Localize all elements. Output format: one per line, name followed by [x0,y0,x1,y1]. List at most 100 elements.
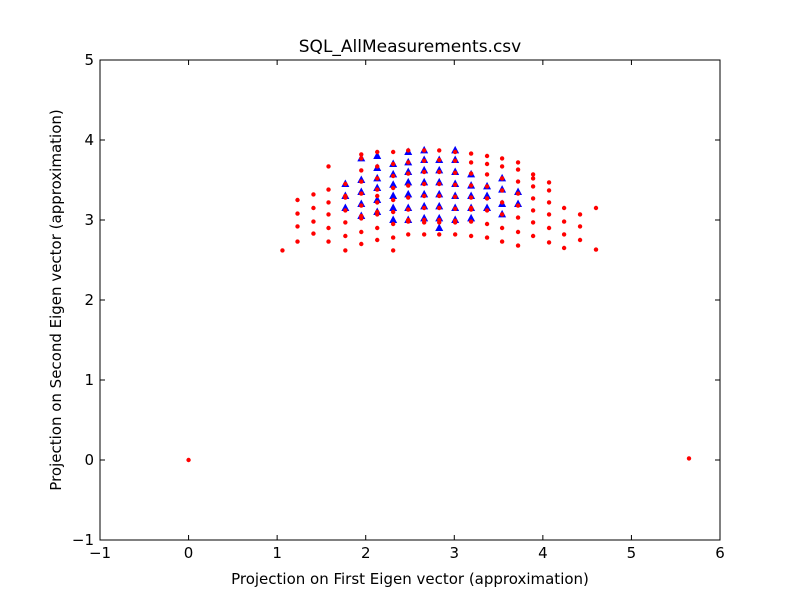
circle-point [390,209,396,215]
circle-point [515,160,521,165]
circle-point [561,219,567,224]
circle-point [359,168,364,173]
circle-point [468,151,474,156]
chart-title: SQL_AllMeasurements.csv [299,37,521,57]
circle-point [359,203,364,208]
circle-point [437,205,442,211]
triangle-point [341,203,350,211]
circle-point [359,179,364,184]
triangle-point [389,203,398,211]
triangle-point [404,177,413,186]
circle-point [499,239,505,244]
circle-point [390,161,396,167]
circle-point [406,195,411,200]
circle-point [561,232,567,237]
circle-point [484,196,490,201]
triangle-point [389,215,398,223]
circle-point [484,208,490,213]
circle-point [530,196,536,201]
circle-point [375,164,380,169]
circle-point [530,176,536,181]
circle-point [421,220,427,225]
circle-point [295,197,300,203]
circle-point [406,160,411,165]
circle-point [593,247,599,252]
circle-point [326,164,331,169]
circle-point [311,205,316,211]
triangle-point [467,213,476,222]
circle-point [406,217,411,223]
circle-point [499,164,505,169]
circle-point [375,225,380,231]
circle-point [515,203,521,208]
circle-point [468,233,474,239]
circle-point [280,248,285,253]
circle-point [295,224,300,229]
circle-point [546,212,552,217]
circle-point [375,187,380,192]
circle-point [484,221,490,227]
triangle-point [435,223,444,231]
circle-point [406,207,411,212]
circle-point [326,212,331,217]
circle-point [390,197,396,203]
circle-point [530,233,536,239]
y-tick-label: 1 [84,371,94,389]
x-tick-label: 6 [715,544,725,562]
circle-point [484,161,490,167]
circle-point [452,149,458,155]
y-ticks: −1 0 1 2 3 4 5 [72,51,720,549]
x-tick-label: 5 [627,544,637,562]
circle-point [390,248,396,253]
circle-point [499,188,505,193]
circle-point [499,176,505,181]
circle-point [561,205,567,211]
circle-point [295,239,300,244]
circle-point [437,169,442,175]
circle-point [484,235,490,240]
circle-point [577,224,583,229]
circle-point [343,193,348,199]
circle-point [546,200,552,205]
circle-point [499,200,505,205]
y-tick-label: 0 [84,451,94,469]
circle-point [311,192,316,197]
circle-point [468,183,474,188]
x-tick-label: −1 [89,544,111,562]
circle-point [686,456,692,461]
y-tick-label: 5 [84,51,94,69]
circle-point [359,152,364,157]
circle-point [343,220,348,225]
circle-point [499,156,505,161]
circle-point [499,225,505,231]
circle-point [326,225,331,231]
circle-point [421,158,427,163]
circle-point [437,181,442,187]
circle-point [295,211,300,216]
circle-point [452,170,458,175]
circle-point [390,235,396,240]
circle-point [577,237,583,243]
circle-point [452,182,458,187]
circle-point [530,184,536,189]
y-tick-label: −1 [72,531,94,549]
circle-point [468,219,474,224]
circle-point [359,241,364,247]
circle-point [577,212,583,217]
circle-point [375,200,380,205]
circle-point [546,188,552,193]
circle-point [468,195,474,200]
circle-point [452,232,458,237]
triangle-point [389,191,398,199]
circle-point [326,187,331,192]
circle-point [421,232,427,237]
triangle-point [389,180,398,188]
circle-point [515,229,521,235]
x-tick-label: 0 [184,544,194,562]
circle-point [375,176,380,181]
circle-point [390,221,396,227]
circle-point [390,173,396,179]
x-tick-label: 3 [450,544,460,562]
circle-point [406,232,411,237]
y-axis-label: Projection on Second Eigen vector (appro… [47,109,65,490]
